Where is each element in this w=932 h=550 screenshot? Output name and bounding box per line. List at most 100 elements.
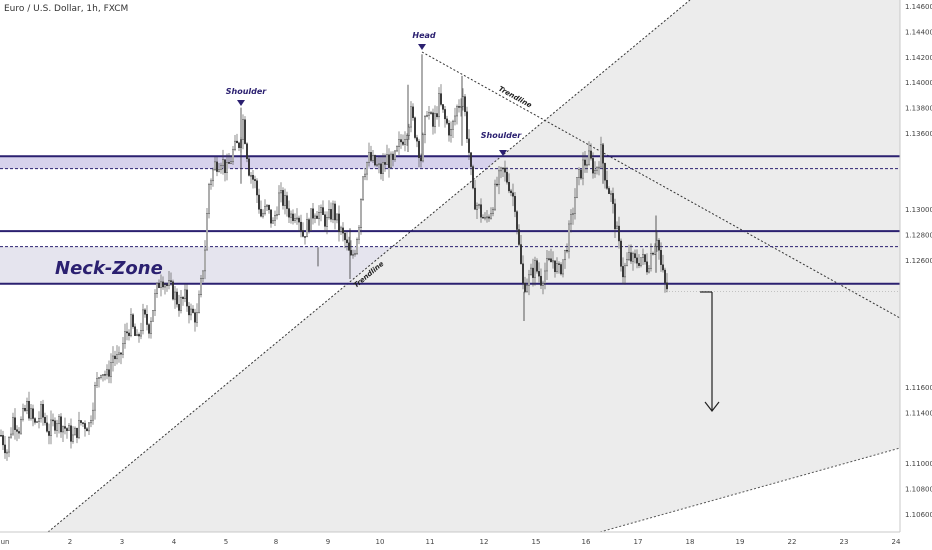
candle-body bbox=[514, 196, 517, 212]
x-tick-label: 16 bbox=[582, 538, 591, 546]
symbol-label: Euro / U.S. Dollar, 1h, FXCM bbox=[4, 4, 129, 14]
candle-body bbox=[175, 291, 178, 305]
candle-body bbox=[384, 162, 387, 165]
candle-body bbox=[109, 362, 112, 377]
candle-body bbox=[300, 221, 303, 231]
triangle-layer bbox=[47, 0, 901, 533]
candle-body bbox=[572, 213, 575, 215]
candle-body bbox=[306, 219, 309, 238]
candle-body bbox=[121, 343, 124, 355]
candle-body bbox=[326, 217, 329, 227]
candle-body bbox=[26, 400, 29, 411]
candle-body bbox=[34, 418, 37, 423]
candle-body bbox=[546, 258, 549, 272]
candle-body bbox=[249, 174, 252, 177]
y-tick-label: 1.13000 bbox=[905, 206, 932, 214]
neck-zone-label: Neck-Zone bbox=[55, 258, 163, 279]
candle-body bbox=[318, 212, 321, 219]
candle-body bbox=[127, 332, 130, 336]
candle-body bbox=[548, 258, 551, 260]
candle-body bbox=[183, 289, 186, 299]
candle-body bbox=[185, 289, 188, 307]
candle-body bbox=[48, 431, 51, 436]
candle-body bbox=[620, 240, 623, 267]
candle-body bbox=[62, 426, 65, 433]
candle-body bbox=[540, 275, 543, 286]
candle-body bbox=[290, 213, 293, 218]
candle-body bbox=[480, 204, 483, 218]
candle-body bbox=[129, 314, 132, 336]
candle-body bbox=[330, 209, 333, 220]
y-tick-label: 1.12600 bbox=[905, 257, 932, 265]
candle-body bbox=[157, 283, 160, 288]
candle-body bbox=[268, 204, 271, 210]
candle-body bbox=[193, 312, 196, 323]
candle-body bbox=[346, 239, 349, 244]
candle-body bbox=[442, 104, 445, 110]
candle-body bbox=[610, 193, 613, 195]
candle-body bbox=[634, 253, 637, 259]
candle-body bbox=[654, 246, 657, 255]
x-tick-label: 9 bbox=[326, 538, 330, 546]
candle-body bbox=[310, 208, 313, 231]
candle-body bbox=[396, 146, 399, 152]
candle-body bbox=[400, 139, 403, 143]
candle-body bbox=[416, 137, 419, 142]
x-tick-label: 19 bbox=[736, 538, 745, 546]
x-tick-label: 22 bbox=[788, 538, 797, 546]
candle-body bbox=[165, 284, 168, 286]
candle-body bbox=[370, 152, 373, 161]
candle-body bbox=[642, 254, 645, 258]
candle-body bbox=[632, 253, 635, 262]
candle-body bbox=[167, 280, 170, 286]
y-tick-label: 1.14200 bbox=[905, 54, 932, 62]
candle-body bbox=[260, 209, 263, 217]
candle-body bbox=[314, 215, 317, 219]
candle-body bbox=[448, 123, 451, 136]
candle-body bbox=[608, 188, 611, 194]
candle-body bbox=[486, 216, 489, 219]
candle-body bbox=[266, 204, 269, 207]
candle-body bbox=[65, 428, 68, 431]
candle-body bbox=[344, 232, 347, 241]
candle-body bbox=[504, 167, 507, 173]
y-tick-label: 1.10600 bbox=[905, 511, 932, 519]
x-tick-label: 17 bbox=[634, 538, 643, 546]
candle-body bbox=[624, 265, 627, 278]
y-tick-label: 1.14000 bbox=[905, 79, 932, 87]
candle-body bbox=[111, 355, 114, 363]
candle-body bbox=[644, 254, 647, 263]
candle-body bbox=[161, 281, 164, 288]
x-tick-label: 2 bbox=[68, 538, 72, 546]
candle-body bbox=[616, 225, 619, 230]
candle-body bbox=[622, 266, 625, 278]
candle-body bbox=[18, 431, 21, 434]
candle-body bbox=[460, 106, 463, 108]
candle-body bbox=[584, 159, 587, 166]
candle-body bbox=[91, 409, 94, 421]
candle-body bbox=[151, 310, 154, 322]
candle-body bbox=[494, 183, 497, 210]
candle-body bbox=[225, 162, 228, 173]
candle-body bbox=[528, 274, 531, 286]
head-label: Head bbox=[412, 31, 436, 40]
candle-body bbox=[20, 418, 23, 434]
candle-body bbox=[560, 264, 563, 275]
candle-body bbox=[137, 334, 140, 337]
candle-body bbox=[256, 180, 259, 196]
candle-body bbox=[99, 375, 102, 378]
candle-body bbox=[54, 420, 57, 431]
candle-body bbox=[652, 253, 655, 255]
candle-body bbox=[187, 305, 190, 316]
y-tick-label: 1.11600 bbox=[905, 384, 932, 392]
candle-body bbox=[141, 309, 144, 331]
candle-body bbox=[83, 423, 86, 429]
candle-body bbox=[582, 159, 585, 179]
candle-body bbox=[554, 260, 557, 273]
candle-body bbox=[247, 158, 250, 176]
candle-body bbox=[666, 282, 669, 290]
candle-body bbox=[42, 404, 45, 418]
candle-body bbox=[476, 205, 479, 210]
candle-body bbox=[534, 260, 537, 278]
